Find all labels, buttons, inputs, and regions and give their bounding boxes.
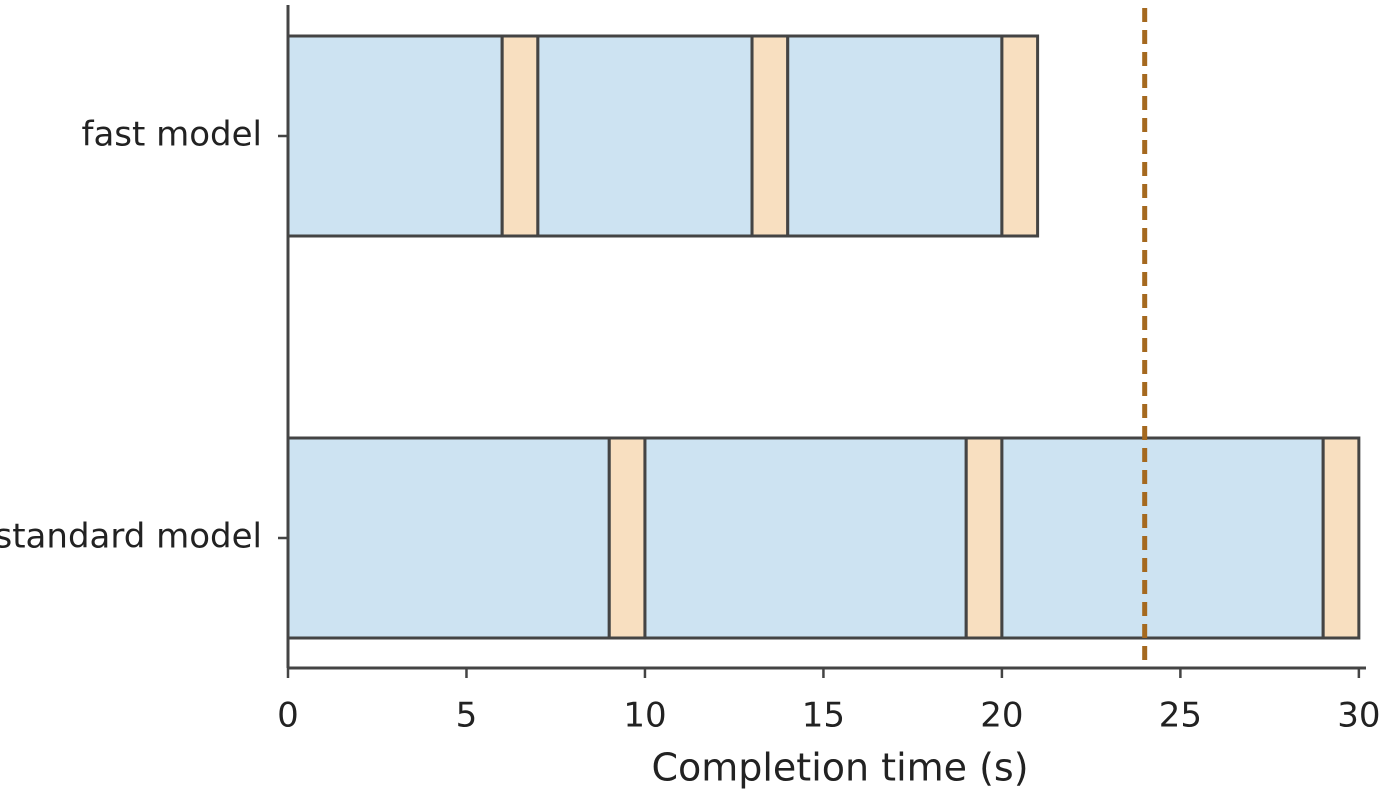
bar-segment: [1321, 436, 1361, 640]
bar-segment: [286, 436, 611, 640]
bar-segment: [286, 34, 504, 238]
x-tick-label: 15: [802, 696, 845, 736]
bar-segment: [750, 34, 790, 238]
bar-segment: [1000, 34, 1040, 238]
bar-segment: [786, 34, 1004, 238]
y-tick-label: standard model: [0, 517, 262, 557]
x-tick-label: 10: [623, 696, 666, 736]
y-tick-label: fast model: [81, 115, 262, 155]
bar-segment: [643, 436, 968, 640]
bar-segment: [964, 436, 1004, 640]
x-tick-label: 0: [277, 696, 299, 736]
bar-segment: [1000, 436, 1325, 640]
bar-segment: [607, 436, 647, 640]
x-axis-label: Completion time (s): [651, 746, 1028, 790]
x-tick-label: 30: [1337, 696, 1380, 736]
x-tick-label: 20: [980, 696, 1023, 736]
x-tick-label: 25: [1159, 696, 1202, 736]
x-tick-label: 5: [456, 696, 478, 736]
bar-segment: [500, 34, 540, 238]
bar-segment: [536, 34, 754, 238]
